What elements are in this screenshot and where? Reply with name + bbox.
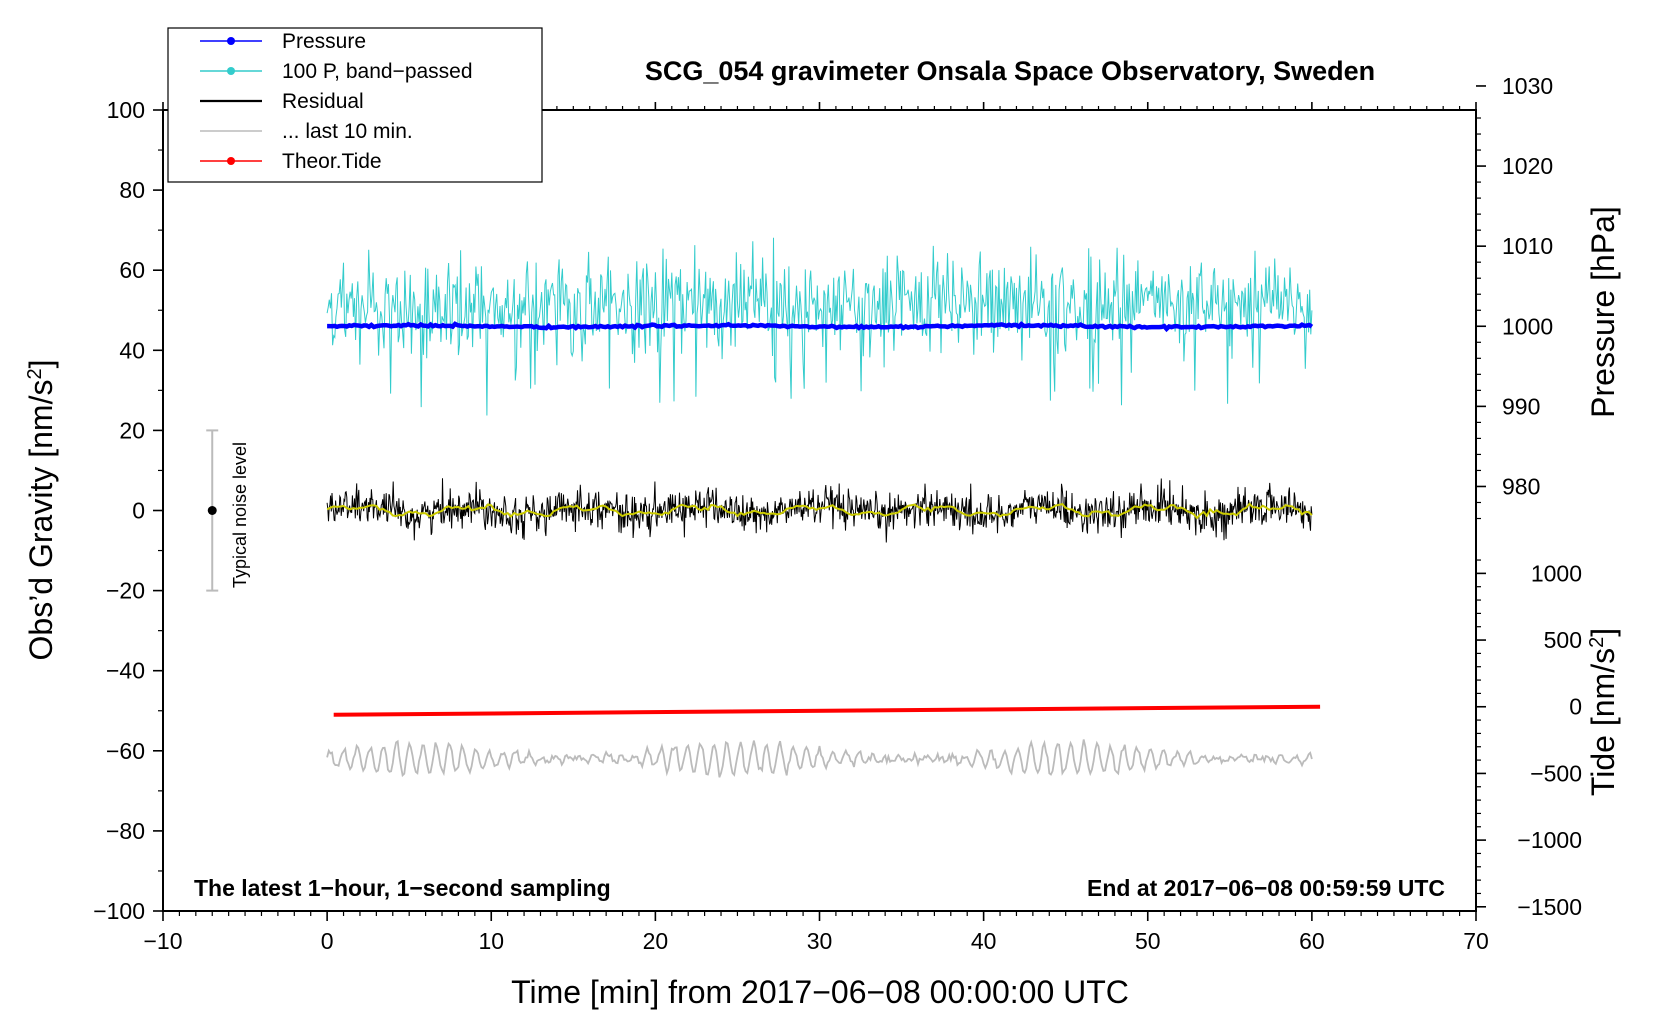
x-tick-label: 20 (643, 928, 669, 954)
tide-tick-label: 0 (1569, 694, 1582, 720)
y-tick-label: 100 (107, 97, 145, 123)
legend-label: Theor.Tide (282, 150, 382, 173)
series-band-passed-pressure (326, 237, 1313, 416)
pressure-tick-label: 1020 (1502, 153, 1553, 179)
x-tick-label: 10 (478, 928, 504, 954)
tide-tick-label: −1000 (1517, 827, 1582, 853)
series-last-10-min (326, 739, 1313, 778)
axes-layer: −10 0 10 20 30 40 50 60 70−100−80−60−40−20020406… (93, 73, 1582, 954)
legend-box (167, 27, 543, 183)
tide-tick-label: 500 (1544, 627, 1582, 653)
noise-bar: Typical noise level (206, 429, 250, 592)
x-tick-label: 30 (807, 928, 833, 954)
tide-tick-label: −500 (1530, 760, 1582, 786)
y-axis-label-tide: Tide [nm/s2] (1585, 628, 1621, 796)
pressure-tick-label: 1010 (1502, 233, 1553, 259)
y-tick-label: 0 (132, 498, 145, 524)
end-time-note: End at 2017−06−08 00:59:59 UTC (1087, 875, 1445, 901)
legend-label: 100 P, band−passed (282, 60, 473, 83)
legend-marker (227, 157, 235, 165)
sampling-note: The latest 1−hour, 1−second sampling (194, 875, 611, 901)
legend-marker (227, 67, 235, 75)
legend-marker (227, 37, 235, 45)
pressure-tick-label: 1000 (1502, 313, 1553, 339)
x-tick-label: −10 (143, 928, 182, 954)
x-tick-label: 70 (1463, 928, 1489, 954)
x-axis-label: Time [min] from 2017−06−08 00:00:00 UTC (511, 974, 1129, 1010)
y-tick-label: 60 (119, 257, 145, 283)
x-tick-label: 40 (971, 928, 997, 954)
legend: Pressure 100 P, band−passed Residual ... la… (167, 27, 543, 183)
pressure-tick-label: 990 (1502, 393, 1540, 419)
noise-bar-label: Typical noise level (230, 442, 250, 588)
tide-tick-label: 1000 (1531, 560, 1582, 586)
y-tick-label: 20 (119, 417, 145, 443)
y-tick-label: −80 (106, 818, 145, 844)
series-residual (326, 478, 1313, 543)
x-tick-label: 50 (1135, 928, 1161, 954)
x-tick-label: 60 (1299, 928, 1325, 954)
series-residual-smoothed (326, 502, 1313, 520)
tide-tick-label: −1500 (1517, 894, 1582, 920)
chart-title: SCG_054 gravimeter Onsala Space Observat… (645, 56, 1375, 86)
series-layer (326, 237, 1321, 778)
legend-label: Residual (282, 90, 364, 113)
y-tick-label: 80 (119, 177, 145, 203)
series-theor-tide (333, 704, 1321, 717)
legend-label: ... last 10 min. (282, 120, 413, 143)
noise-bar-center (207, 506, 217, 515)
pressure-tick-label: 980 (1502, 473, 1540, 499)
pressure-tick-label: 1030 (1502, 73, 1553, 99)
y-tick-label: −20 (106, 578, 145, 604)
y-axis-label-left: Obs’d Gravity [nm/s2] (23, 360, 59, 661)
y-tick-label: −60 (106, 738, 145, 764)
x-tick-label: 0 (321, 928, 334, 954)
legend-label: Pressure (282, 30, 366, 53)
y-axis-label-pressure: Pressure [hPa] (1585, 206, 1621, 418)
y-tick-label: −100 (93, 898, 145, 924)
series-pressure (327, 321, 1314, 333)
y-tick-label: −40 (106, 658, 145, 684)
y-tick-label: 40 (119, 337, 145, 363)
